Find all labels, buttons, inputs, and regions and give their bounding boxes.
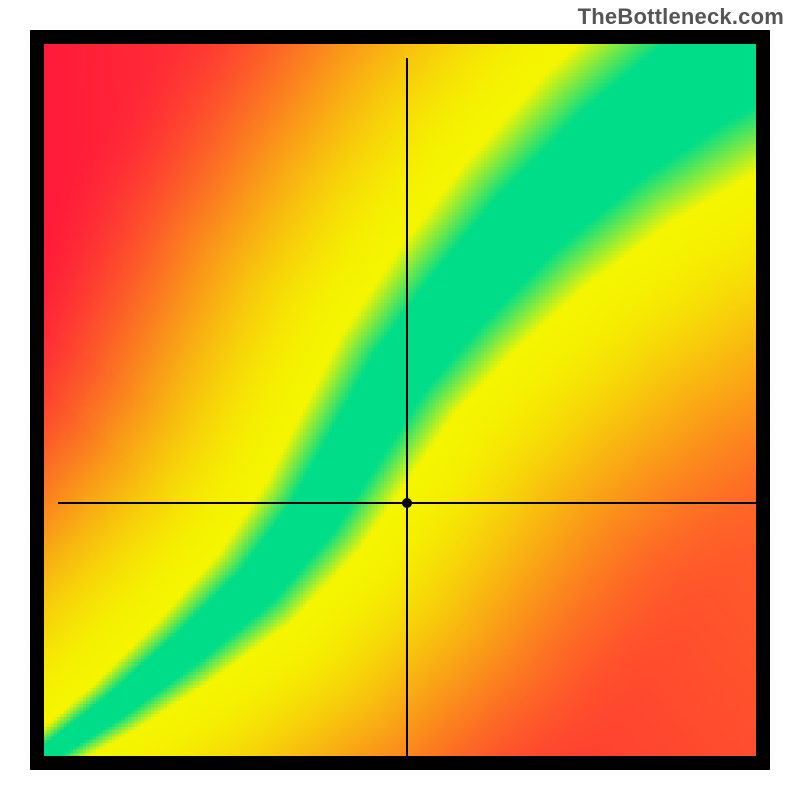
crosshair-vertical: [406, 58, 408, 770]
chart-container: TheBottleneck.com: [0, 0, 800, 800]
heatmap-plot: [30, 30, 770, 770]
watermark: TheBottleneck.com: [578, 4, 784, 30]
heatmap-canvas: [44, 44, 756, 756]
marker-dot: [402, 498, 412, 508]
crosshair-horizontal: [58, 502, 770, 504]
